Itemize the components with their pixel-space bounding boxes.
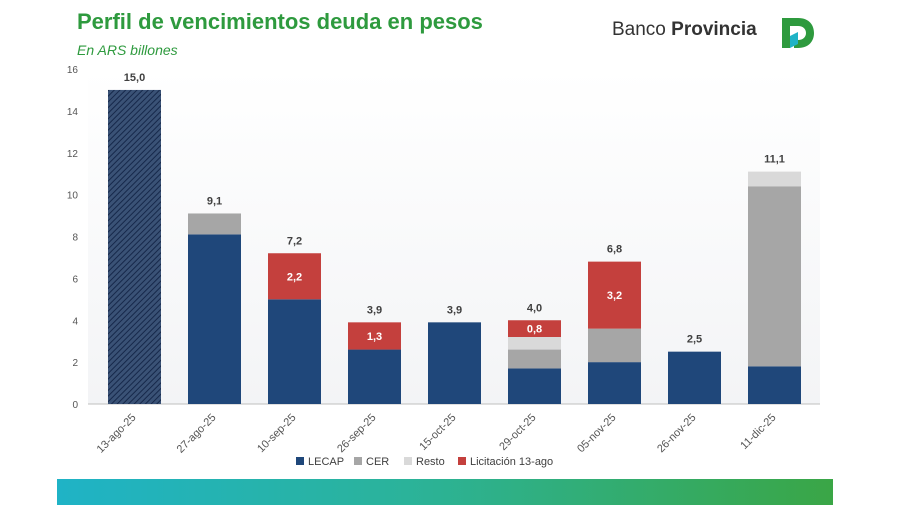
x-axis: 13-ago-25 27-ago-25 10-sep-25 26-sep-25 15-o… (88, 403, 820, 456)
category-label: 26-nov-25 (655, 412, 699, 456)
legend: LECAP CER Resto Licitación 13-ago (296, 456, 553, 468)
bar-segment-lecap (188, 234, 241, 404)
category-label: 10-sep-25 (255, 412, 299, 456)
bar-segment-licitacion (508, 320, 561, 337)
bar-segment-cer (588, 328, 641, 363)
y-tick-label: 12 (67, 149, 79, 160)
legend-swatch-lecap (296, 457, 304, 465)
page-subtitle: En ARS billones (77, 42, 178, 58)
bar-segment-lecap (268, 299, 321, 404)
total-label: 7,2 (287, 235, 302, 247)
footer-gradient-bar (57, 479, 833, 505)
total-label: 3,9 (447, 304, 462, 316)
brand-name-regular: Banco (612, 19, 672, 40)
page-title: Perfil de vencimientos deuda en pesos (77, 9, 483, 34)
total-label: 6,8 (607, 244, 622, 256)
y-tick-label: 6 (72, 274, 78, 285)
category-label: 29-oct-25 (497, 412, 538, 453)
bar-segment-lecap (508, 368, 561, 404)
bar-segment-cer (508, 349, 561, 369)
category-label: 05-nov-25 (575, 412, 619, 456)
segment-label: 3,2 (607, 290, 622, 302)
legend-label: Licitación 13-ago (470, 456, 553, 468)
bar-segment-cer (188, 213, 241, 235)
legend-label: LECAP (308, 456, 344, 468)
segment-label: 2,2 (287, 271, 302, 283)
legend-swatch-cer (354, 457, 362, 465)
legend-label: Resto (416, 456, 445, 468)
bar-segment-lecap (348, 349, 401, 404)
bar-segment-resto (508, 337, 561, 350)
y-tick-label: 2 (72, 358, 78, 369)
category-label: 27-ago-25 (175, 412, 219, 456)
bar-segment-cer (748, 186, 801, 367)
y-axis: 0 2 4 6 8 10 12 14 16 (67, 65, 79, 411)
total-label: 2,5 (687, 334, 702, 346)
total-label: 15,0 (124, 72, 145, 84)
bar-segment-lecap (748, 366, 801, 404)
y-tick-label: 8 (72, 233, 78, 244)
brand-name-bold: Provincia (671, 19, 757, 40)
bar-segment-lecap (428, 322, 481, 404)
y-tick-label: 0 (72, 400, 78, 411)
total-label: 9,1 (207, 195, 222, 207)
segment-label: 1,3 (367, 331, 382, 343)
bar-hatched (108, 89, 161, 404)
y-tick-label: 10 (67, 191, 79, 202)
bar-segment-licitacion (268, 253, 321, 300)
bars (108, 89, 801, 404)
category-label: 13-ago-25 (95, 412, 139, 456)
category-label: 11-dic-25 (738, 412, 778, 452)
y-tick-label: 14 (67, 107, 79, 118)
total-label: 11,1 (764, 154, 785, 166)
y-tick-label: 4 (72, 316, 78, 327)
total-label: 4,0 (527, 302, 542, 314)
total-label: 3,9 (367, 304, 382, 316)
bar-segment-licitacion (348, 322, 401, 350)
y-tick-label: 16 (67, 65, 79, 76)
bar-segment-lecap (588, 362, 641, 404)
data-labels: 15,0 9,1 7,2 3,9 3,9 4,0 6,8 2,5 11,1 2,2 1,3 0,8 3,… (124, 72, 785, 346)
segment-label: 0,8 (527, 324, 542, 336)
category-label: 15-oct-25 (417, 412, 458, 453)
bar-segment-lecap (668, 351, 721, 404)
brand-name: Banco Provincia (612, 19, 757, 41)
category-label: 26-sep-25 (335, 412, 379, 456)
bar-segment-resto (748, 171, 801, 187)
banco-provincia-logo-icon (782, 18, 814, 48)
legend-label: CER (366, 456, 389, 468)
bar-segment-licitacion (588, 261, 641, 329)
legend-swatch-licitacion (458, 457, 466, 465)
legend-swatch-resto (404, 457, 412, 465)
